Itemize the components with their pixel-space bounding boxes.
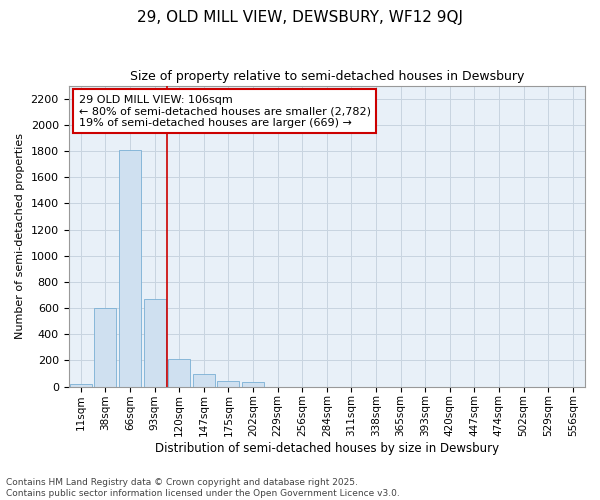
Bar <box>193 374 215 386</box>
Bar <box>217 381 239 386</box>
Bar <box>94 308 116 386</box>
Bar <box>119 150 141 386</box>
Bar <box>143 299 166 386</box>
Y-axis label: Number of semi-detached properties: Number of semi-detached properties <box>15 133 25 339</box>
Text: Contains HM Land Registry data © Crown copyright and database right 2025.
Contai: Contains HM Land Registry data © Crown c… <box>6 478 400 498</box>
X-axis label: Distribution of semi-detached houses by size in Dewsbury: Distribution of semi-detached houses by … <box>155 442 499 455</box>
Text: 29 OLD MILL VIEW: 106sqm
← 80% of semi-detached houses are smaller (2,782)
19% o: 29 OLD MILL VIEW: 106sqm ← 80% of semi-d… <box>79 94 371 128</box>
Bar <box>70 384 92 386</box>
Text: 29, OLD MILL VIEW, DEWSBURY, WF12 9QJ: 29, OLD MILL VIEW, DEWSBURY, WF12 9QJ <box>137 10 463 25</box>
Title: Size of property relative to semi-detached houses in Dewsbury: Size of property relative to semi-detach… <box>130 70 524 83</box>
Bar <box>242 382 264 386</box>
Bar <box>168 358 190 386</box>
